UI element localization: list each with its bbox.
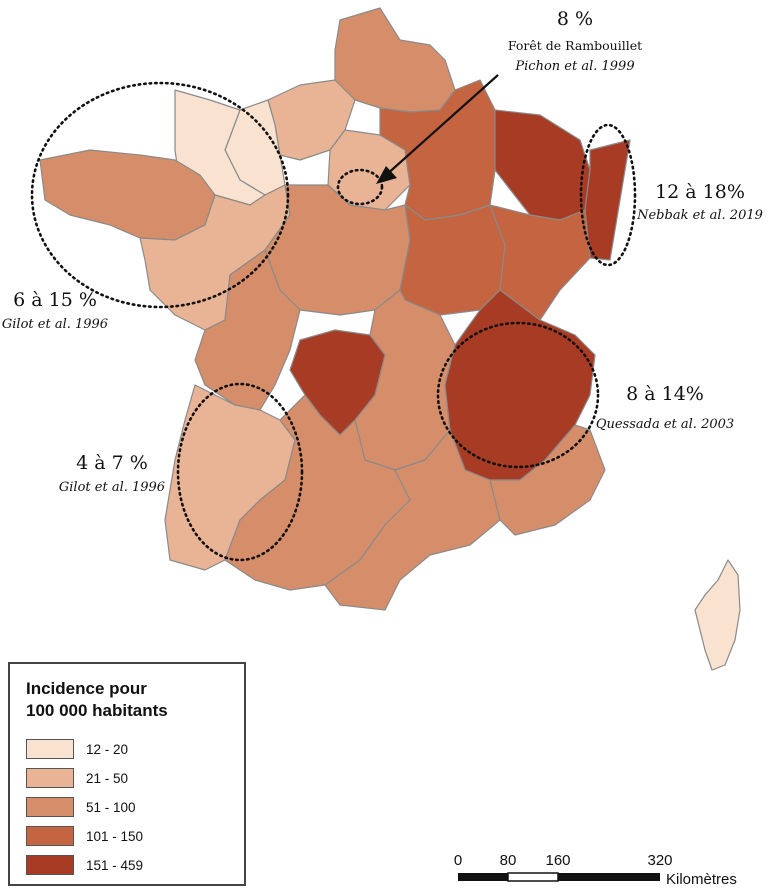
legend-item: 51 - 100 bbox=[26, 796, 136, 818]
legend-label: 151 - 459 bbox=[86, 857, 144, 873]
legend: Incidence pour 100 000 habitants 12 - 20… bbox=[8, 662, 246, 886]
region-lorraine bbox=[494, 109, 591, 221]
region-alsace bbox=[584, 139, 631, 261]
ellipse-rambouillet bbox=[336, 168, 384, 206]
ellipse-alpes bbox=[436, 321, 600, 469]
scale-seg-3 bbox=[558, 873, 660, 881]
legend-swatch bbox=[26, 797, 74, 817]
annotation-landes-pct: 4 à 7 % bbox=[76, 452, 148, 474]
legend-label: 51 - 100 bbox=[86, 799, 136, 815]
legend-title-line1: Incidence pour bbox=[26, 679, 147, 698]
annotation-rambouillet-pct: 8 % bbox=[557, 8, 593, 30]
arrow-rambouillet bbox=[376, 74, 499, 184]
study-area-ellipses bbox=[30, 81, 637, 562]
annotation-alsace-source: Nebbak et al. 2019 bbox=[636, 208, 763, 223]
region-paca bbox=[489, 424, 606, 536]
annotation-bretagne-source: Gilot et al. 1996 bbox=[2, 317, 108, 332]
annotation-alpes-source: Quessada et al. 2003 bbox=[596, 417, 734, 432]
scale-seg-2 bbox=[507, 872, 559, 882]
region-corse bbox=[694, 559, 741, 671]
legend-swatch bbox=[26, 855, 74, 875]
map-regions bbox=[39, 7, 741, 671]
annotations: 8 % Forêt de Rambouillet Pichon et al. 1… bbox=[2, 8, 763, 495]
region-languedoc bbox=[324, 429, 501, 611]
region-poitou bbox=[194, 249, 301, 411]
legend-title-line2: 100 000 habitants bbox=[26, 701, 168, 720]
legend-swatch bbox=[26, 826, 74, 846]
legend-title: Incidence pour 100 000 habitants bbox=[26, 678, 168, 722]
ellipse-landes bbox=[176, 382, 304, 562]
scale-tick-80: 80 bbox=[500, 852, 517, 869]
scale-unit: Kilomètres bbox=[666, 871, 737, 888]
annotation-landes-source: Gilot et al. 1996 bbox=[59, 480, 165, 495]
legend-label: 21 - 50 bbox=[86, 770, 129, 786]
ellipse-alsace bbox=[579, 123, 637, 267]
legend-item: 12 - 20 bbox=[26, 738, 128, 760]
legend-item: 151 - 459 bbox=[26, 854, 143, 876]
annotation-rambouillet-source: Pichon et al. 1999 bbox=[514, 59, 634, 74]
annotation-rambouillet-place: Forêt de Rambouillet bbox=[508, 38, 642, 53]
ellipse-bretagne bbox=[30, 81, 290, 309]
scale-seg-1 bbox=[458, 873, 508, 881]
legend-item: 101 - 150 bbox=[26, 825, 143, 847]
scale-bar: 0 80 160 320 Kilomètres bbox=[454, 852, 737, 888]
annotation-alsace-pct: 12 à 18% bbox=[655, 181, 745, 203]
annotation-bretagne-pct: 6 à 15 % bbox=[13, 289, 97, 311]
legend-item: 21 - 50 bbox=[26, 767, 128, 789]
scale-tick-0: 0 bbox=[454, 852, 462, 869]
region-franche-comte bbox=[489, 204, 591, 321]
legend-label: 101 - 150 bbox=[86, 828, 144, 844]
region-nord bbox=[334, 7, 456, 113]
legend-swatch bbox=[26, 739, 74, 759]
scale-tick-320: 320 bbox=[647, 852, 672, 869]
scale-tick-160: 160 bbox=[545, 852, 570, 869]
legend-swatch bbox=[26, 768, 74, 788]
legend-label: 12 - 20 bbox=[86, 741, 129, 757]
annotation-alpes-pct: 8 à 14% bbox=[626, 383, 704, 405]
region-bourgogne bbox=[399, 204, 506, 316]
